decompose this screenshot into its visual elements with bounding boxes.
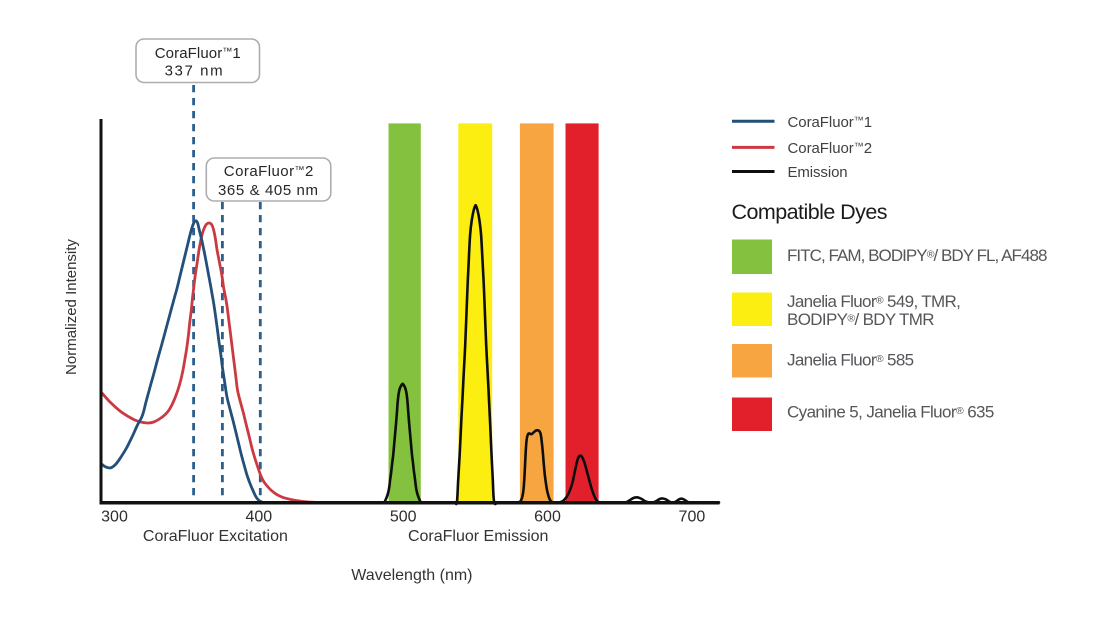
svg-text:Emission: Emission — [788, 164, 848, 181]
svg-text:Wavelength (nm): Wavelength (nm) — [351, 567, 472, 584]
svg-text:400: 400 — [245, 509, 272, 526]
svg-text:337 nm: 337 nm — [165, 62, 225, 79]
svg-text:CoraFluor Excitation: CoraFluor Excitation — [143, 528, 288, 545]
svg-text:500: 500 — [390, 509, 417, 526]
svg-text:FITC, FAM, BODIPY®/ BDY FL, AF: FITC, FAM, BODIPY®/ BDY FL, AF488 — [787, 246, 1047, 265]
svg-text:Normalized Intensity: Normalized Intensity — [63, 239, 80, 375]
svg-text:CoraFluor™1: CoraFluor™1 — [155, 45, 241, 62]
svg-text:CoraFluor™2: CoraFluor™2 — [788, 140, 873, 157]
svg-text:Janelia Fluor® 585: Janelia Fluor® 585 — [787, 351, 914, 370]
svg-text:300: 300 — [101, 509, 128, 526]
svg-text:700: 700 — [679, 509, 706, 526]
svg-text:365 & 405 nm: 365 & 405 nm — [218, 182, 319, 199]
svg-text:Janelia Fluor® 549, TMR,: Janelia Fluor® 549, TMR, — [787, 292, 960, 311]
svg-text:600: 600 — [534, 509, 561, 526]
svg-text:CoraFluor™2: CoraFluor™2 — [224, 163, 314, 180]
svg-text:CoraFluor™1: CoraFluor™1 — [788, 114, 873, 131]
svg-text:Cyanine 5, Janelia Fluor® 635: Cyanine 5, Janelia Fluor® 635 — [787, 403, 994, 422]
svg-text:Compatible Dyes: Compatible Dyes — [732, 200, 887, 224]
svg-text:CoraFluor Emission: CoraFluor Emission — [408, 528, 548, 545]
svg-text:BODIPY®/ BDY TMR: BODIPY®/ BDY TMR — [787, 310, 934, 329]
